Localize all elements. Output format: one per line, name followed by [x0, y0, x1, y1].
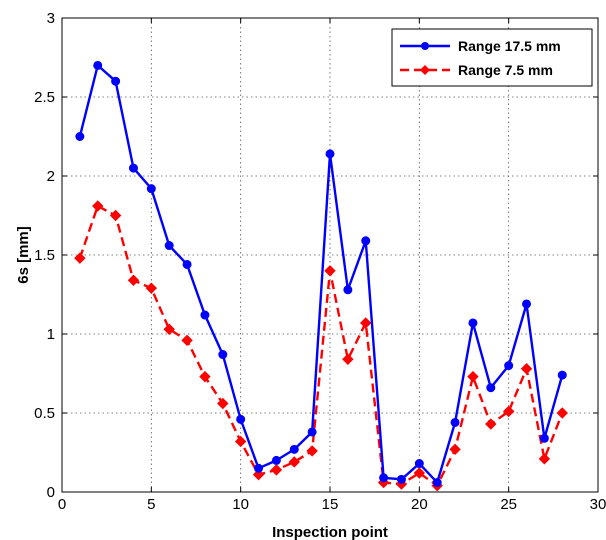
x-tick-label: 15 — [322, 496, 339, 513]
data-point — [109, 209, 122, 222]
data-point — [502, 405, 515, 418]
x-tick-label: 20 — [411, 496, 428, 513]
data-point — [396, 474, 406, 484]
legend-marker-range-17-5 — [421, 42, 429, 50]
legend-label-range-7-5: Range 7.5 mm — [458, 62, 553, 78]
data-point — [307, 427, 317, 437]
data-point — [342, 353, 354, 365]
y-tick-label: 2 — [47, 168, 55, 185]
y-tick-label: 0.5 — [34, 405, 55, 422]
series-line-range-7-5-mm — [78, 204, 564, 487]
data-point — [557, 370, 567, 380]
y-tick-label: 1 — [47, 326, 55, 343]
data-point — [164, 241, 174, 251]
data-point — [413, 467, 426, 479]
data-point — [93, 60, 103, 70]
data-point — [163, 323, 175, 335]
data-point — [218, 350, 228, 360]
data-point — [468, 318, 478, 328]
data-point — [182, 259, 192, 269]
data-point — [270, 464, 283, 476]
x-tick-label: 0 — [58, 496, 66, 513]
data-point — [145, 282, 158, 294]
data-point — [306, 445, 318, 457]
data-point — [325, 149, 335, 159]
series-line-range-17-5-mm — [78, 64, 564, 484]
data-point — [289, 444, 299, 454]
data-point — [360, 317, 372, 329]
data-point — [181, 334, 193, 347]
data-point — [324, 265, 336, 277]
data-point — [520, 363, 533, 375]
y-tick-label: 0 — [47, 484, 55, 501]
data-point — [92, 200, 104, 212]
data-point — [271, 455, 281, 465]
data-point — [522, 299, 532, 309]
data-point — [379, 473, 389, 483]
series-range-17-5-mm — [75, 60, 567, 488]
data-point — [236, 414, 246, 424]
data-point — [234, 435, 247, 448]
x-tick-label: 10 — [232, 496, 249, 513]
data-point — [111, 76, 121, 86]
legend: Range 17.5 mm Range 7.5 mm — [391, 28, 593, 87]
axis-ticks: 0 5 10 15 20 25 30 0 0.5 1 1.5 2 2.5 3 — [34, 10, 606, 513]
data-point — [74, 252, 86, 264]
series-range-7-5-mm — [74, 200, 568, 492]
y-axis-label: 6s [mm] — [15, 226, 32, 284]
data-point — [127, 274, 140, 286]
data-point — [504, 361, 514, 371]
data-point — [556, 407, 568, 419]
data-point — [254, 463, 264, 473]
y-tick-label: 3 — [47, 10, 55, 27]
data-point — [128, 163, 138, 173]
data-point — [361, 236, 371, 246]
data-point — [449, 443, 461, 456]
data-point — [450, 417, 460, 427]
x-tick-label: 30 — [590, 496, 606, 513]
legend-marker-range-7-5 — [420, 65, 430, 75]
x-tick-label: 5 — [147, 496, 155, 513]
legend-box — [391, 28, 593, 87]
legend-label-range-17-5: Range 17.5 mm — [458, 38, 561, 54]
y-tick-label: 1.5 — [34, 247, 55, 264]
x-axis-label: Inspection point — [272, 524, 388, 540]
y-tick-label: 2.5 — [34, 89, 55, 106]
data-point — [200, 310, 210, 320]
data-point — [485, 418, 497, 430]
series-layer — [74, 60, 568, 492]
data-point — [539, 433, 549, 443]
data-point — [288, 456, 300, 468]
data-point — [199, 370, 211, 383]
grid-lines — [62, 18, 598, 492]
data-point — [217, 397, 229, 410]
data-point — [146, 184, 156, 194]
data-point — [486, 383, 496, 393]
data-point — [538, 453, 551, 465]
data-point — [414, 459, 424, 469]
data-point — [343, 285, 353, 295]
data-point — [75, 132, 85, 141]
data-point — [467, 370, 479, 383]
x-tick-label: 25 — [500, 496, 517, 513]
data-point — [432, 478, 442, 488]
data-point — [252, 468, 265, 481]
